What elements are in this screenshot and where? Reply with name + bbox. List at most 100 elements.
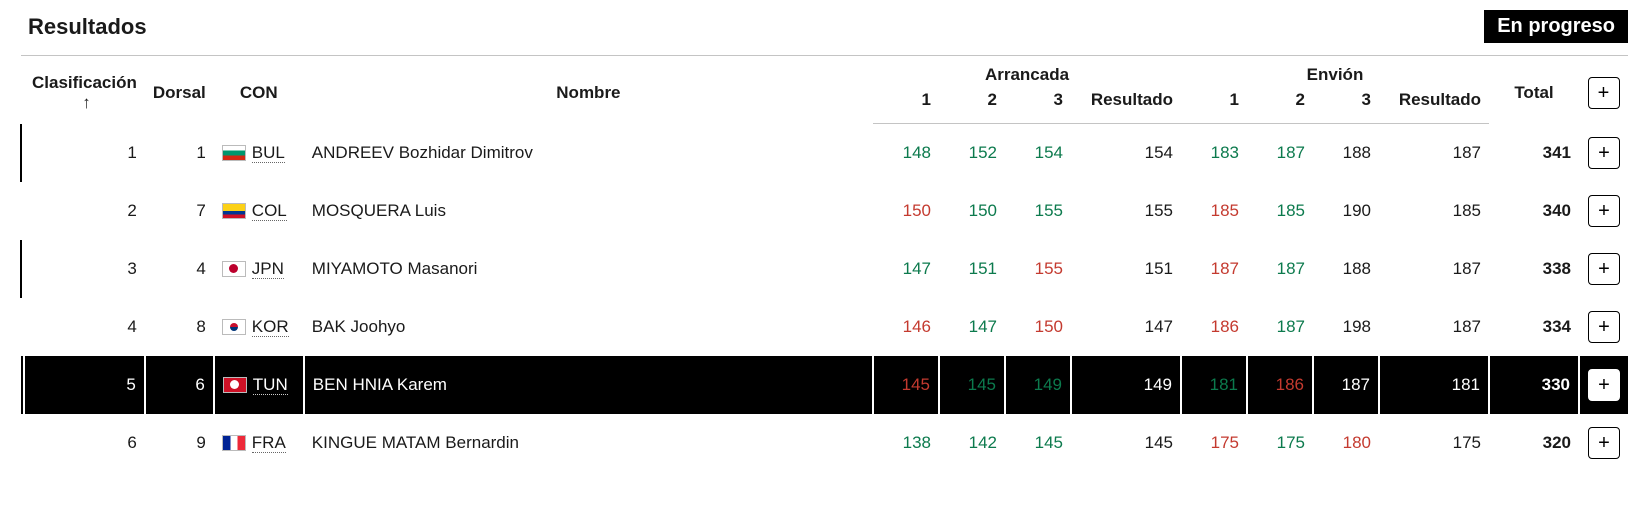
cell-total: 341 — [1489, 124, 1579, 182]
cell-cj-1: 181 — [1181, 356, 1247, 414]
cell-cj-result: 185 — [1379, 182, 1489, 240]
flag-icon — [222, 261, 246, 277]
cell-cj-result: 187 — [1379, 240, 1489, 298]
status-badge: En progreso — [1484, 10, 1628, 43]
cell-snatch-result: 147 — [1071, 298, 1181, 356]
cell-country[interactable]: JPN — [214, 240, 304, 298]
expand-row-button[interactable]: + — [1588, 137, 1620, 169]
col-snatch-result[interactable]: Resultado — [1071, 88, 1181, 124]
cell-cj-1: 183 — [1181, 124, 1247, 182]
col-cj-2[interactable]: 2 — [1247, 88, 1313, 124]
cell-name: KINGUE MATAM Bernardin — [304, 414, 873, 472]
cell-snatch-3: 154 — [1005, 124, 1071, 182]
cell-snatch-result: 145 — [1071, 414, 1181, 472]
cell-cj-3: 188 — [1313, 240, 1379, 298]
cell-total: 320 — [1489, 414, 1579, 472]
sort-asc-icon: ↑ — [82, 93, 91, 112]
col-rank[interactable]: Clasificación ↑ — [24, 56, 145, 124]
col-group-cleanjerk: Envión — [1181, 56, 1489, 88]
expand-row-button[interactable]: + — [1588, 311, 1620, 343]
results-table: Clasificación ↑ Dorsal CON Nombre Arranc… — [20, 55, 1628, 472]
cell-cj-2: 187 — [1247, 298, 1313, 356]
cell-name: BAK Joohyo — [304, 298, 873, 356]
cell-bib: 4 — [145, 240, 214, 298]
expand-row-button[interactable]: + — [1588, 427, 1620, 459]
cell-rank: 4 — [24, 298, 145, 356]
cell-country[interactable]: FRA — [214, 414, 304, 472]
cell-cj-1: 186 — [1181, 298, 1247, 356]
cell-country[interactable]: TUN — [214, 356, 304, 414]
cell-snatch-2: 152 — [939, 124, 1005, 182]
flag-icon — [222, 435, 246, 451]
cell-cj-1: 187 — [1181, 240, 1247, 298]
col-bib[interactable]: Dorsal — [145, 56, 214, 124]
cell-cj-3: 180 — [1313, 414, 1379, 472]
col-cj-1[interactable]: 1 — [1181, 88, 1247, 124]
expand-all-button[interactable]: + — [1588, 77, 1620, 109]
cell-cj-2: 187 — [1247, 240, 1313, 298]
cell-snatch-3: 155 — [1005, 182, 1071, 240]
cell-snatch-result: 154 — [1071, 124, 1181, 182]
country-code: TUN — [253, 375, 288, 395]
cell-snatch-1: 138 — [873, 414, 939, 472]
cell-name: MOSQUERA Luis — [304, 182, 873, 240]
cell-bib: 7 — [145, 182, 214, 240]
flag-icon — [222, 145, 246, 161]
cell-cj-3: 198 — [1313, 298, 1379, 356]
cell-cj-2: 175 — [1247, 414, 1313, 472]
cell-cj-2: 185 — [1247, 182, 1313, 240]
cell-snatch-1: 148 — [873, 124, 939, 182]
cell-total: 334 — [1489, 298, 1579, 356]
col-snatch-1[interactable]: 1 — [873, 88, 939, 124]
cell-snatch-2: 142 — [939, 414, 1005, 472]
cell-snatch-2: 147 — [939, 298, 1005, 356]
table-row: 48KORBAK Joohyo1461471501471861871981873… — [21, 298, 1628, 356]
expand-row-button[interactable]: + — [1588, 195, 1620, 227]
cell-cj-2: 187 — [1247, 124, 1313, 182]
cell-cj-1: 185 — [1181, 182, 1247, 240]
expand-row-button[interactable]: + — [1588, 253, 1620, 285]
col-cj-result[interactable]: Resultado — [1379, 88, 1489, 124]
col-name[interactable]: Nombre — [304, 56, 873, 124]
col-snatch-2[interactable]: 2 — [939, 88, 1005, 124]
cell-snatch-3: 149 — [1005, 356, 1071, 414]
cell-name: ANDREEV Bozhidar Dimitrov — [304, 124, 873, 182]
col-total[interactable]: Total — [1489, 56, 1579, 124]
table-row: 34JPNMIYAMOTO Masanori147151155151187187… — [21, 240, 1628, 298]
col-group-snatch: Arrancada — [873, 56, 1181, 88]
cell-snatch-1: 150 — [873, 182, 939, 240]
col-con[interactable]: CON — [214, 56, 304, 124]
cell-rank: 2 — [24, 182, 145, 240]
cell-snatch-3: 150 — [1005, 298, 1071, 356]
cell-cj-1: 175 — [1181, 414, 1247, 472]
cell-country[interactable]: COL — [214, 182, 304, 240]
table-row: 27COLMOSQUERA Luis1501501551551851851901… — [21, 182, 1628, 240]
cell-rank: 6 — [24, 414, 145, 472]
header-row: Resultados En progreso — [20, 10, 1628, 43]
cell-cj-result: 187 — [1379, 298, 1489, 356]
cell-country[interactable]: KOR — [214, 298, 304, 356]
country-code: JPN — [252, 259, 284, 279]
cell-expand: + — [1579, 124, 1628, 182]
cell-cj-result: 187 — [1379, 124, 1489, 182]
cell-snatch-3: 145 — [1005, 414, 1071, 472]
cell-snatch-2: 151 — [939, 240, 1005, 298]
cell-expand: + — [1579, 414, 1628, 472]
col-cj-3[interactable]: 3 — [1313, 88, 1379, 124]
cell-country[interactable]: BUL — [214, 124, 304, 182]
cell-snatch-result: 149 — [1071, 356, 1181, 414]
cell-bib: 9 — [145, 414, 214, 472]
expand-row-button[interactable]: + — [1588, 369, 1620, 401]
table-row: 56TUNBEN HNIA Karem145145149149181186187… — [21, 356, 1628, 414]
cell-snatch-2: 150 — [939, 182, 1005, 240]
col-snatch-3[interactable]: 3 — [1005, 88, 1071, 124]
cell-snatch-1: 147 — [873, 240, 939, 298]
page-title: Resultados — [20, 14, 147, 40]
cell-snatch-1: 146 — [873, 298, 939, 356]
table-row: 69FRAKINGUE MATAM Bernardin1381421451451… — [21, 414, 1628, 472]
cell-name: MIYAMOTO Masanori — [304, 240, 873, 298]
cell-expand: + — [1579, 298, 1628, 356]
cell-bib: 1 — [145, 124, 214, 182]
col-expand-all[interactable]: + — [1579, 56, 1628, 124]
cell-expand: + — [1579, 356, 1628, 414]
